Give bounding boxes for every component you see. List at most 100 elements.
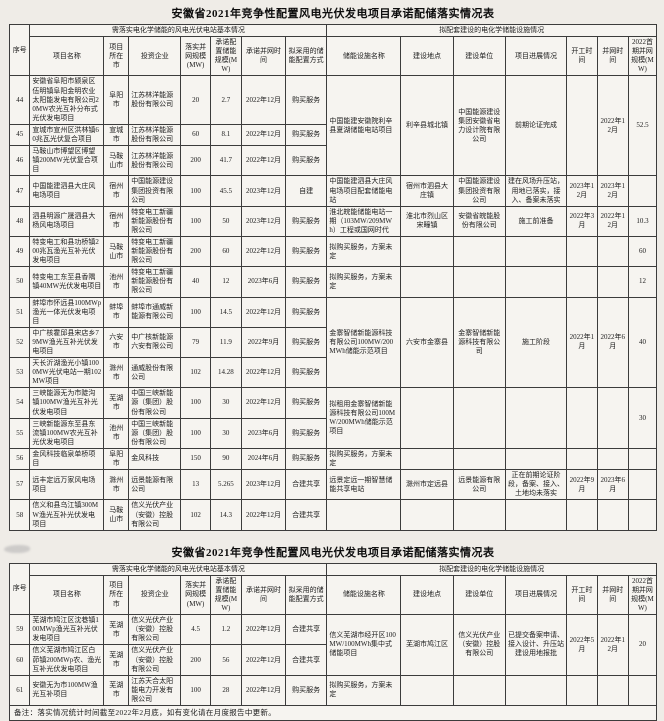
col-header: 承诺并网时间 (241, 574, 286, 616)
table-cell: 淮北皖能储能电站一期（103MW/209MWh）工程或国网时代 (326, 205, 402, 237)
table-cell: 远景能源有限公司 (452, 469, 506, 501)
table-cell: 2022年12月 (241, 235, 286, 268)
table-cell: 合建共享 (284, 644, 328, 676)
table-cell: 江苏天合太阳能电力开发有限公司 (128, 674, 182, 707)
table-cell: 购买服务 (284, 674, 328, 707)
table-cell (566, 499, 598, 531)
col-header: 项目名称 (29, 574, 105, 616)
table-cell: 信义光伏产业（安徽）控股有限公司 (128, 614, 182, 646)
table-cell: 金寨智储新能源科技有限公司100MW/200MWh储能示范项目 (326, 296, 402, 389)
footnote-row: 备注：落实情况统计时间截至2022年2月底，如有变化请在月度报告中更新。 (9, 705, 657, 721)
col-header: 储能设施名称 (326, 574, 402, 616)
table-cell: 特变电工新疆新能源股份有限公司 (128, 266, 182, 298)
table-cell (504, 499, 568, 531)
table-cell: 44 (8, 75, 31, 125)
table-cell: 施工前准备 (504, 205, 568, 237)
table-cell: 2022年12月 (241, 296, 286, 328)
storage-commitment-table-1: 序号 需落实电化学储能的风电光伏电站基本情况 拟配套建设的电化学储能设施情况 项目名称… (8, 23, 658, 531)
table-cell: 特变电工新疆新能源股份有限公司 (128, 205, 182, 237)
table-cell: 12 (627, 266, 658, 298)
col-header: 拟采用的储能配置方式 (284, 574, 328, 616)
table-cell: 购买服务 (284, 357, 328, 389)
table-cell: 150 (180, 447, 211, 471)
table-cell: 2.7 (209, 75, 243, 125)
table-cell: 购买服务 (284, 235, 328, 268)
table-cell: 41.7 (209, 145, 243, 177)
table-cell: 47 (8, 175, 31, 207)
table-cell: 信义光伏产业（安徽）控股有限公司 (128, 644, 182, 676)
table-cell: 中国能建泗县大庄风电场项目 (29, 175, 105, 207)
table-cell: 合建共享 (284, 469, 328, 501)
col-header: 项目所在市 (103, 574, 130, 616)
table-cell (400, 499, 454, 531)
col-header: 拟采用的储能配置方式 (284, 36, 328, 77)
table-row: 48 泗县明源广晟泗县大杨风电场项目 宿州市 特变电工新疆新能源股份有限公司 100 50… (8, 205, 658, 237)
table-cell: 宿州市泗县大庄镇 (400, 175, 454, 207)
table-cell: 58 (8, 499, 31, 531)
col-header: 承诺并网时间 (241, 36, 286, 77)
table-cell (566, 674, 598, 707)
group-header-storage-facility: 拟配套建设的电化学储能设施情况 (326, 23, 657, 38)
table-cell: 马鞍山市 (103, 235, 130, 268)
group-header-station-info: 需落实电化学储能的风电光伏电站基本情况 (29, 23, 328, 38)
table-cell: 泗县明源广晟泗县大杨风电场项目 (29, 205, 105, 237)
table-cell: 2022年6月 (596, 296, 629, 389)
table-cell: 三峡能源无为市陡沟镇100MW渔光互补光伏发电项目 (29, 387, 105, 419)
col-header: 落实并网规模(MW) (180, 574, 211, 616)
table-cell: 20 (627, 614, 658, 676)
table-cell: 12 (209, 266, 243, 298)
table-cell (627, 175, 658, 207)
table-cell: 28 (209, 674, 243, 707)
table-cell (452, 499, 506, 531)
table-cell: 45 (8, 123, 31, 147)
table-cell: 建在风场升压站，用地已落实，接入、备案未落实 (504, 175, 568, 207)
col-header: 建设单位 (452, 36, 506, 77)
table-cell: 滁州市 (103, 469, 130, 501)
table-cell: 30 (627, 387, 658, 449)
table-cell (627, 469, 658, 501)
col-header-seq: 序号 (8, 23, 31, 77)
col-header: 落实并网规模(MW) (180, 36, 211, 77)
table-cell: 合建共享 (284, 614, 328, 646)
table-cell: 2022年9月 (566, 469, 598, 501)
table-cell: 14.5 (209, 296, 243, 328)
table-cell: 拟租用金寨智储新能源科技有限公司100MW/200MWh储能示范项目 (326, 387, 402, 449)
table-cell: 正在前期论证阶段，备案、接入、土地均未落实 (504, 469, 568, 501)
footnote-text: 备注：落实情况统计时间截至2022年2月底，如有变化请在月度报告中更新。 (9, 705, 657, 721)
table-cell: 特变电工新疆新能源股份有限公司 (128, 235, 182, 268)
table-cell: 60 (627, 235, 658, 268)
table-cell: 102 (180, 357, 211, 389)
table-cell: 10.3 (627, 205, 658, 237)
table-cell (596, 235, 629, 268)
table-cell (326, 499, 402, 531)
group-header-storage-facility: 拟配套建设的电化学储能设施情况 (326, 562, 657, 576)
table-cell: 13 (180, 469, 211, 501)
table-cell: 8.1 (209, 123, 243, 147)
table-cell (596, 447, 629, 471)
table-row: 54 三峡能源无为市陡沟镇100MW渔光互补光伏发电项目 芜湖市 中国三峡新能源（集团… (8, 387, 658, 449)
table-cell: 购买服务 (284, 417, 328, 449)
table-cell (452, 447, 506, 471)
table-cell: 55 (8, 417, 31, 449)
table-cell: 购买服务 (284, 145, 328, 177)
table-cell: 购买服务 (284, 387, 328, 419)
table-cell: 施工阶段 (504, 296, 568, 389)
table-cell: 54 (8, 387, 31, 419)
table-cell: 六安市 (103, 326, 130, 359)
storage-commitment-table-2: 序号 需落实电化学储能的风电光伏电站基本情况 拟配套建设的电化学储能设施情况 项目名称… (8, 562, 658, 721)
table-cell: 中国能源建设集团投资有限公司 (128, 175, 182, 207)
table-cell (400, 447, 454, 471)
table-cell: 2022年12月 (241, 387, 286, 419)
table-cell: 100 (180, 674, 211, 707)
table-cell: 45.5 (209, 175, 243, 207)
table-cell: 金风科技临泉单桥项目 (29, 447, 105, 471)
table-cell (566, 235, 598, 268)
table-cell: 金寨智储新能源科技有限公司 (452, 296, 506, 389)
col-header: 承诺配置储能规模(MW) (209, 36, 243, 77)
col-header: 承诺配置储能规模(MW) (209, 574, 243, 616)
table-cell: 2023年6月 (241, 266, 286, 298)
table-cell: 信义芜湖市鸠江区白茆镇200MWp农、渔光互补光伏发电项目 (29, 644, 105, 676)
table-cell: 购买服务 (284, 75, 328, 125)
col-header: 开工时间 (566, 36, 598, 77)
table-gap (9, 531, 657, 542)
